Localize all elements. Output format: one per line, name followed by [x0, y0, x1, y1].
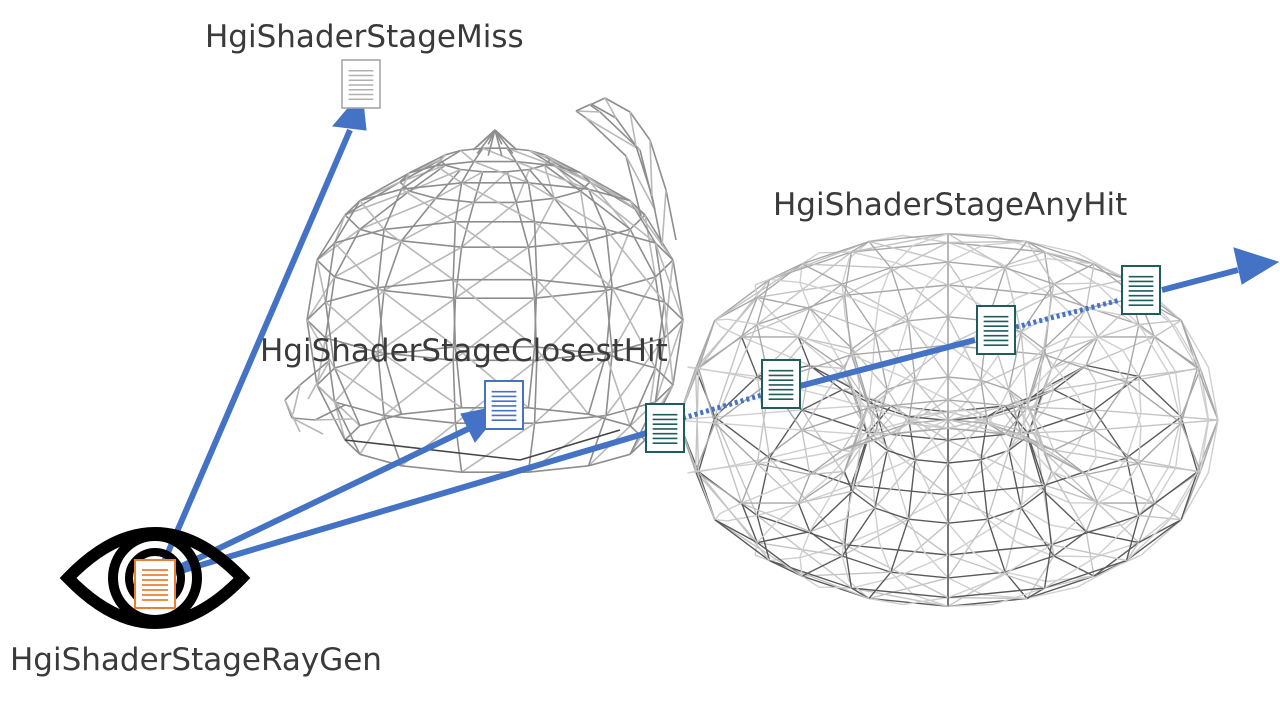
ray-to-any-hit-a — [156, 429, 651, 581]
ray-to-any-hit-hidden-a — [682, 392, 763, 421]
ray-to-miss — [154, 128, 353, 580]
teapot-wireframe — [284, 97, 684, 474]
raygen-document-icon — [134, 559, 176, 609]
any-hit-shader-label: HgiShaderStageAnyHit — [773, 187, 1128, 223]
ray-to-closest-hit — [155, 425, 472, 581]
miss-shader-label: HgiShaderStageMiss — [205, 19, 524, 55]
miss-document-icon — [341, 59, 381, 109]
raygen-shader-label: HgiShaderStageRayGen — [10, 642, 382, 678]
ray-to-any-hit-c — [1161, 267, 1239, 293]
eye-icon — [59, 527, 251, 629]
closest-hit-shader-label: HgiShaderStageClosestHit — [260, 333, 668, 369]
any-hit-document-icon-1 — [645, 403, 685, 453]
ray-to-any-hit-b — [799, 337, 976, 389]
closest-hit-document-icon — [484, 380, 524, 430]
ray-to-any-hit-arrowhead — [1233, 247, 1280, 285]
any-hit-document-icon-4 — [1121, 265, 1161, 315]
any-hit-document-icon-2 — [761, 359, 801, 409]
any-hit-document-icon-3 — [976, 305, 1016, 355]
